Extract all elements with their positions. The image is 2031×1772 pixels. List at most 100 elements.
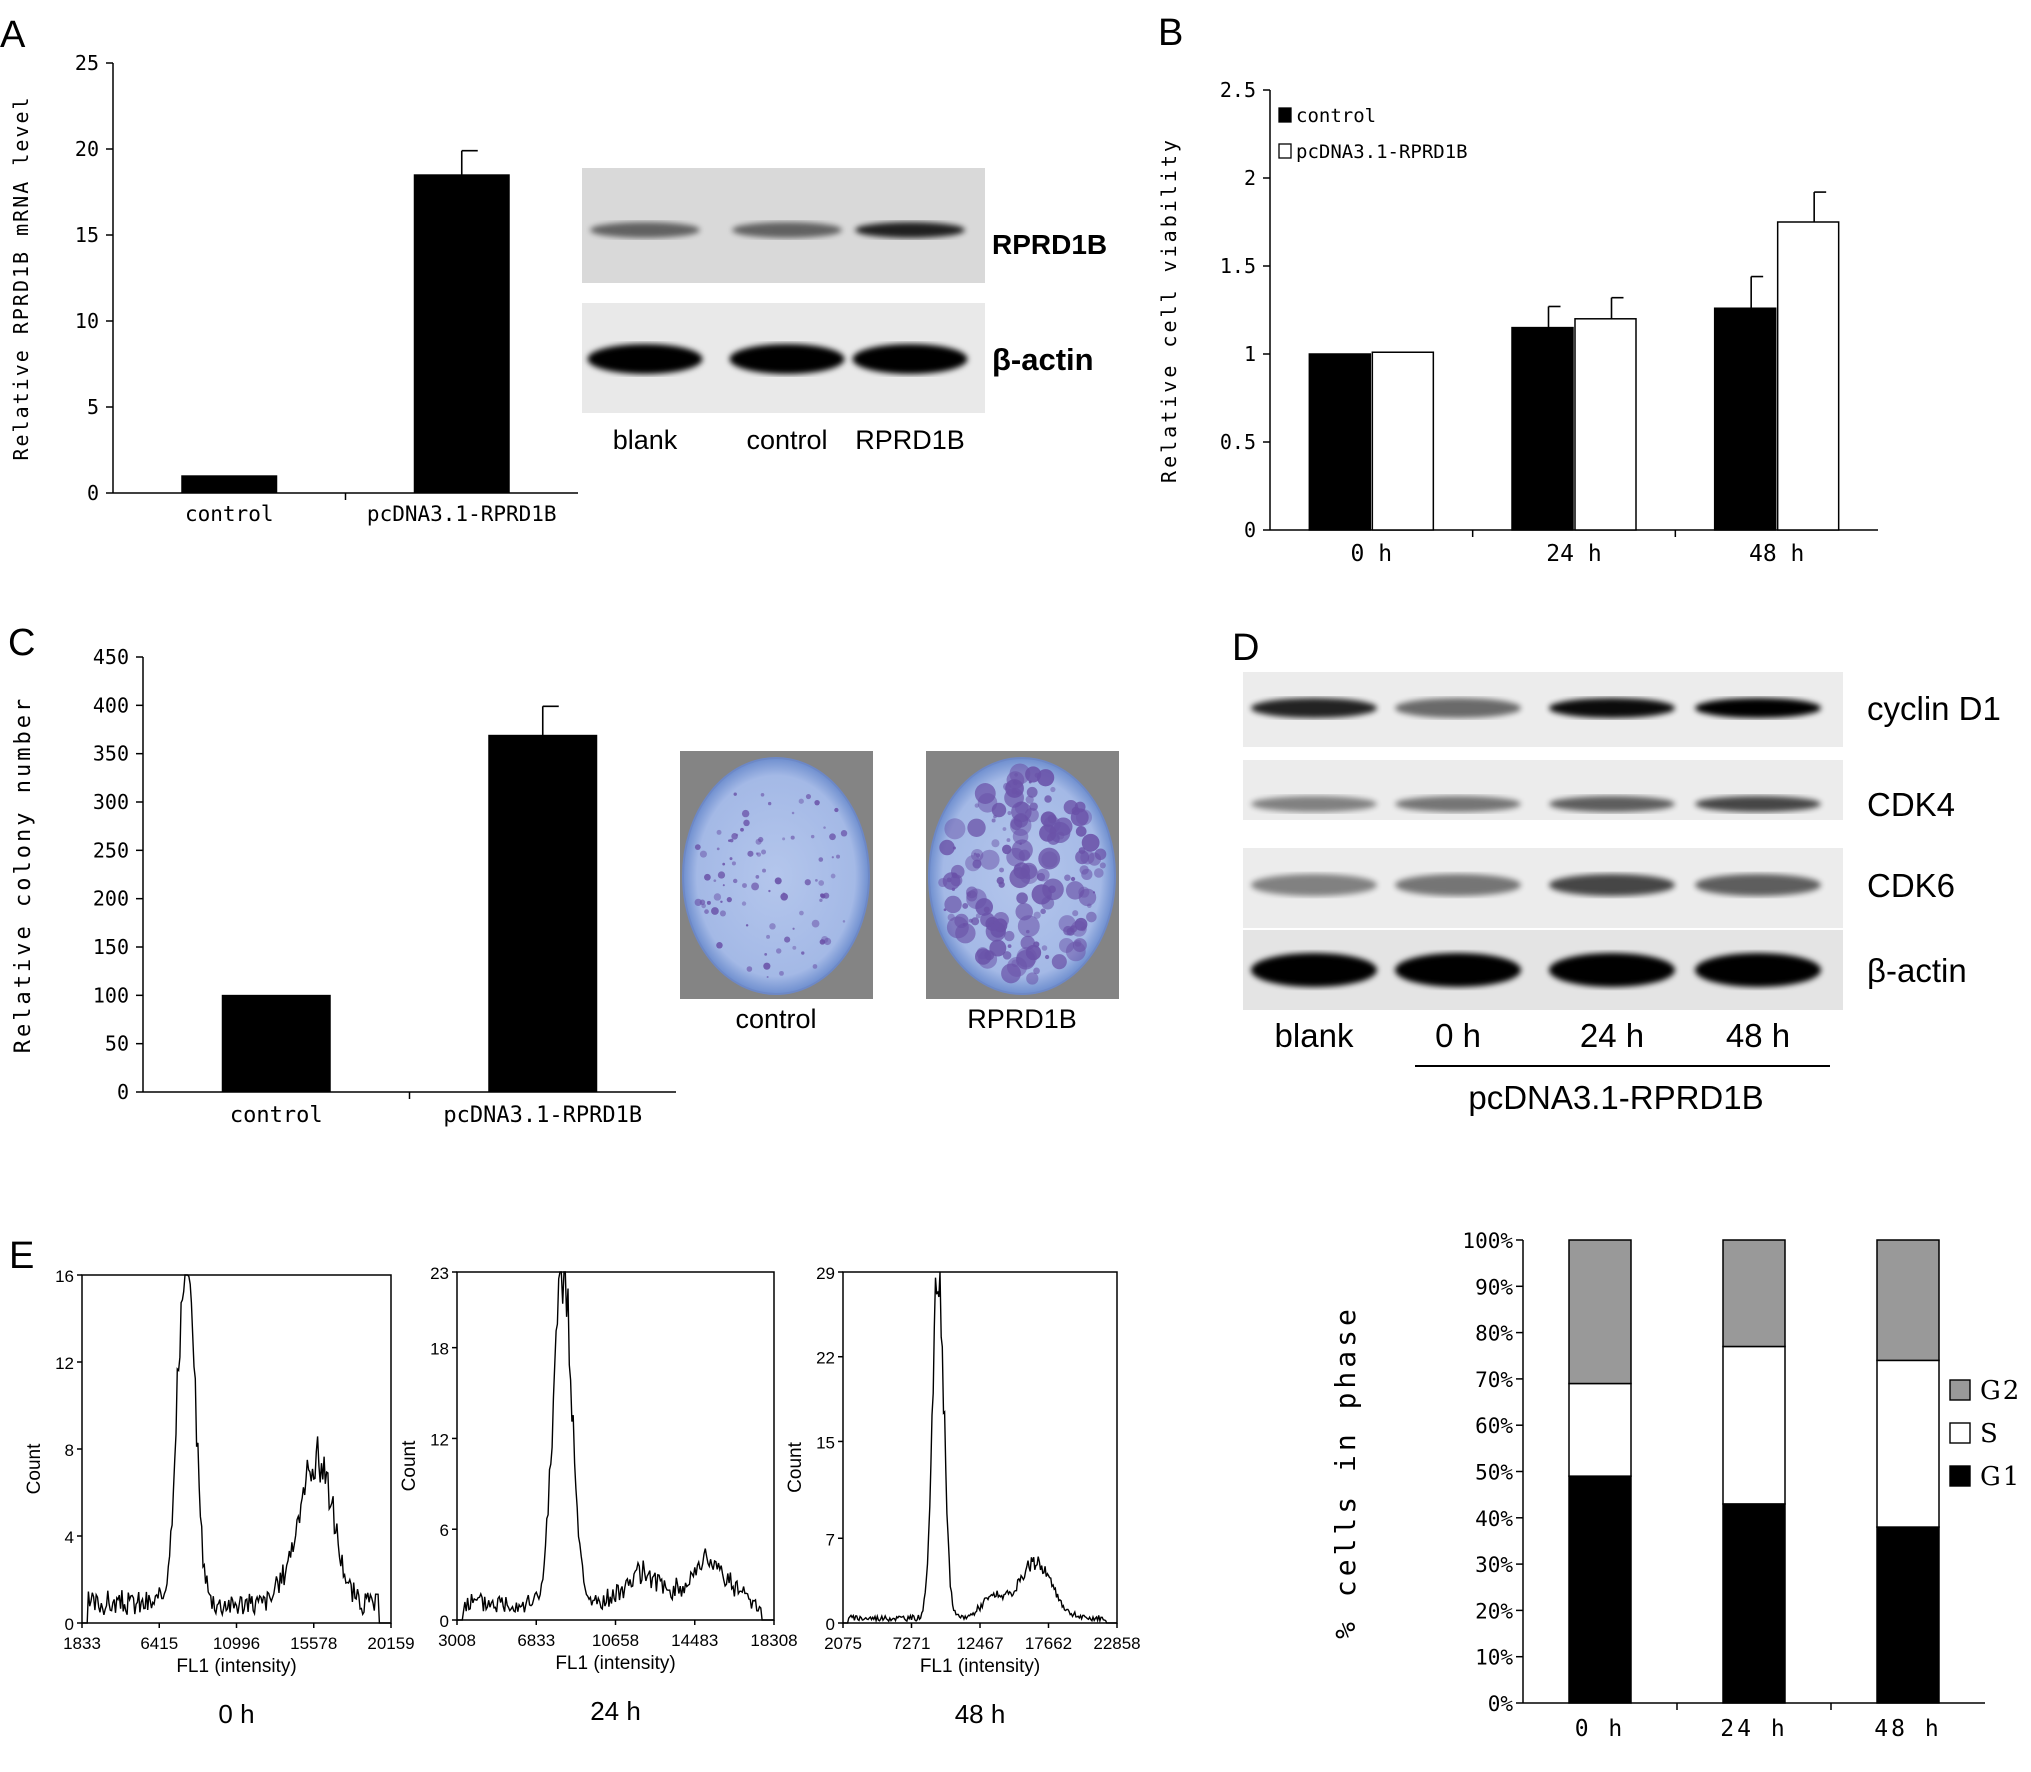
bar-pcDNA3.1-RPRD1B	[1371, 351, 1435, 531]
y-tick-label: 8	[65, 1441, 74, 1460]
colony	[1028, 780, 1032, 784]
colony	[976, 947, 989, 960]
colony	[801, 951, 805, 955]
colony	[767, 801, 772, 806]
y-tick-label: 4	[65, 1528, 74, 1547]
y-tick-label: 2.5	[1220, 78, 1256, 102]
colony	[745, 924, 749, 927]
colony	[766, 975, 769, 979]
colony	[1086, 911, 1097, 923]
colony	[1017, 915, 1040, 938]
x-tick-label: 14483	[671, 1631, 718, 1650]
colony	[973, 852, 977, 856]
colony	[967, 818, 986, 837]
colony	[1026, 786, 1038, 798]
colony	[726, 897, 732, 903]
colony	[747, 850, 754, 857]
colony	[1011, 839, 1033, 861]
x-tick-label: pcDNA3.1-RPRD1B	[443, 1103, 642, 1128]
colony	[716, 847, 720, 851]
colony	[792, 927, 795, 930]
protein-band	[1549, 874, 1675, 896]
colony	[972, 859, 982, 869]
colony	[755, 838, 762, 845]
colony	[1033, 941, 1040, 948]
y-tick-label: 6	[440, 1521, 449, 1540]
y-tick-label: 20%	[1475, 1599, 1513, 1623]
chart-E4: 0% 10% 20% 30% 40% 50% 60% 70% 80% 90% 100% 0 h 24 h…	[1329, 1229, 2019, 1742]
y-tick-label: 30%	[1475, 1553, 1513, 1577]
histogram-curve	[843, 1271, 1117, 1624]
chart-C: 0 50 100 150 200 250 300 350 400 450 control pcDNA3…	[11, 645, 676, 1128]
colony	[944, 818, 966, 840]
colony	[1015, 950, 1036, 970]
colony	[713, 893, 722, 901]
colony	[836, 854, 841, 859]
y-tick-label: 0.5	[1220, 430, 1256, 454]
colony	[1065, 881, 1085, 900]
colony	[944, 895, 962, 914]
colony	[694, 844, 701, 851]
y-tick-label: 29	[816, 1264, 835, 1283]
y-tick-label: 0	[1244, 518, 1256, 542]
colony	[746, 966, 753, 972]
colony	[1002, 951, 1012, 960]
colony	[830, 873, 836, 879]
y-tick-label: 5	[87, 395, 99, 419]
legend-swatch	[1278, 143, 1292, 159]
colony	[834, 807, 839, 813]
plot-frame	[456, 1271, 775, 1621]
legend-label: pcDNA3.1-RPRD1B	[1296, 141, 1468, 163]
stack-segment-G2	[1876, 1239, 1940, 1362]
y-axis-label: Count	[24, 1443, 45, 1494]
protein-band	[1695, 796, 1821, 812]
x-tick-label: 48 h	[1874, 1716, 1941, 1742]
band-label: CDK4	[1867, 786, 1955, 823]
colony	[1002, 844, 1012, 855]
y-tick-label: 0	[440, 1612, 449, 1631]
x-tick-label: 20159	[367, 1634, 414, 1653]
legend-label: control	[1296, 105, 1376, 127]
colony	[733, 792, 737, 796]
y-tick-label: 350	[93, 742, 129, 766]
x-tick-label: 0 h	[1351, 541, 1393, 567]
y-axis-label: Relative RPRD1B mRNA level	[9, 95, 33, 460]
colony	[1036, 769, 1055, 787]
protein-band	[1251, 953, 1377, 987]
colony	[1051, 954, 1067, 970]
colony	[780, 892, 789, 901]
colony	[1040, 811, 1057, 827]
colony	[952, 846, 956, 850]
colony	[1006, 838, 1011, 843]
y-tick-label: 0	[65, 1615, 74, 1634]
colony	[812, 964, 818, 969]
colony	[823, 826, 826, 829]
y-tick-label: 250	[93, 838, 129, 862]
colony	[1063, 799, 1079, 815]
y-tick-label: 60%	[1475, 1414, 1513, 1438]
colony	[951, 887, 956, 891]
chart-B: 0 0.5 1 1.5 2 2.5 0 h 24 h 48 h Relative cell via…	[1157, 78, 1878, 567]
protein-band	[1395, 874, 1521, 896]
colony	[1026, 972, 1039, 985]
stack-segment-G1	[1722, 1503, 1786, 1704]
y-tick-label: 80%	[1475, 1322, 1513, 1346]
colony	[1016, 892, 1028, 904]
colony	[1048, 885, 1056, 894]
panel-letter-A: A	[0, 14, 26, 56]
colony	[804, 879, 811, 886]
colony	[1041, 896, 1055, 910]
histogram-E1: 0 4 8 12 16 1833 6415 10996 15578 20159 FL1 (inten…	[24, 1267, 415, 1729]
y-axis-label: Count	[785, 1441, 806, 1492]
y-tick-label: 400	[93, 693, 129, 717]
colony	[740, 827, 744, 832]
histogram-E3: 0 7 15 22 29 2075 7271 12467 17662 22858 FL1 (inte…	[785, 1264, 1141, 1729]
y-tick-label: 10	[75, 309, 99, 333]
x-tick-label: 10996	[213, 1634, 260, 1653]
colony	[999, 867, 1005, 873]
protein-band	[1695, 953, 1821, 987]
chart-A: 0 5 10 15 20 25 control pcDNA3.1-RPRD1B Relative…	[9, 51, 578, 526]
lane-label: 48 h	[1726, 1017, 1790, 1054]
colony	[1074, 917, 1088, 931]
colony	[980, 912, 995, 927]
